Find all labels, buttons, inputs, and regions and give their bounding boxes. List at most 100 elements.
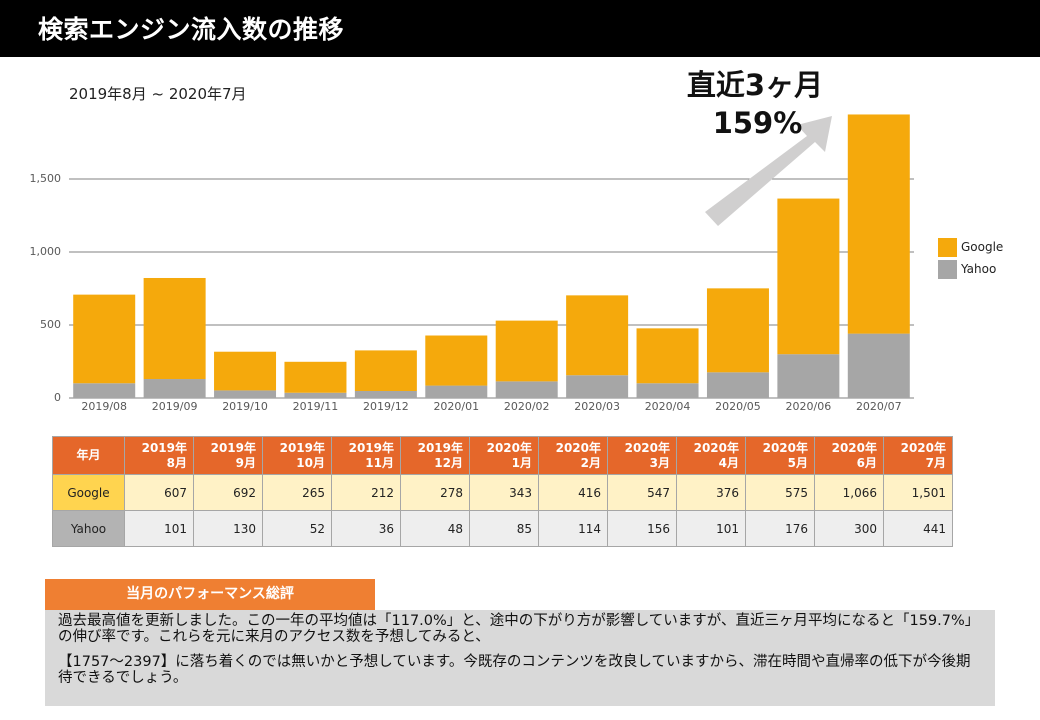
x-tick-label: 2020/05 [715, 400, 761, 413]
x-tick-label: 2019/09 [152, 400, 198, 413]
bar-yahoo [284, 392, 347, 398]
column-year: 2020年 [693, 440, 739, 455]
table-cell: 48 [400, 510, 470, 547]
legend-label-yahoo: Yahoo [961, 262, 997, 276]
review-body: 過去最高値を更新しました。この一年の平均値は「117.0%」と、途中の下がり方が… [45, 610, 995, 706]
data-table: 年月 2019年 8月 2019年 9月 2019年 10月 2019年 11月 2019年 12… [52, 436, 953, 547]
table-column-header: 2019年 11月 [331, 436, 401, 475]
table-column-header: 2020年 5月 [745, 436, 815, 475]
column-year: 2020年 [624, 440, 670, 455]
table-cell: 416 [538, 474, 608, 511]
bar-yahoo [706, 372, 769, 398]
bar-google [777, 198, 840, 355]
column-month: 5月 [787, 455, 808, 470]
table-corner-header: 年月 [52, 436, 125, 475]
column-month: 11月 [365, 455, 394, 470]
table-cell: 176 [745, 510, 815, 547]
review-title: 当月のパフォーマンス総評 [45, 579, 375, 610]
y-tick-label: 500 [40, 318, 61, 331]
table-cell: 300 [814, 510, 884, 547]
review-paragraph-1: 過去最高値を更新しました。この一年の平均値は「117.0%」と、途中の下がり方が… [58, 613, 980, 645]
table-cell: 278 [400, 474, 470, 511]
x-tick-label: 2019/10 [222, 400, 268, 413]
bar-google [425, 335, 488, 386]
x-tick-label: 2019/12 [363, 400, 409, 413]
bar-yahoo [425, 385, 488, 398]
column-year: 2019年 [279, 440, 325, 455]
bar-yahoo [495, 381, 558, 398]
bar-google [706, 288, 769, 373]
table-cell: 101 [676, 510, 746, 547]
bar-yahoo [143, 379, 206, 398]
table-column-header: 2019年 9月 [193, 436, 263, 475]
column-month: 1月 [511, 455, 532, 470]
bar-yahoo [214, 390, 277, 398]
table-cell: 607 [124, 474, 194, 511]
table-cell: 114 [538, 510, 608, 547]
x-tick-label: 2020/06 [786, 400, 832, 413]
column-month: 4月 [718, 455, 739, 470]
table-header-row: 年月 2019年 8月 2019年 9月 2019年 10月 2019年 11月 2019年 12… [52, 436, 953, 475]
table-cell: 130 [193, 510, 263, 547]
table-column-header: 2019年 8月 [124, 436, 194, 475]
x-tick-label: 2019/08 [81, 400, 127, 413]
bar-google [636, 328, 699, 384]
x-tick-label: 2020/01 [433, 400, 479, 413]
callout-label: 直近3ヶ月 [686, 68, 824, 102]
legend-swatch-yahoo [938, 259, 957, 279]
column-year: 2020年 [762, 440, 808, 455]
x-tick-label: 2020/07 [856, 400, 902, 413]
table-cell: 1,066 [814, 474, 884, 511]
bar-google [214, 351, 277, 391]
page-title: 検索エンジン流入数の推移 [38, 15, 345, 44]
x-tick-label: 2020/02 [504, 400, 550, 413]
header-bar: 検索エンジン流入数の推移 [0, 0, 1040, 57]
table-column-header: 2019年 10月 [262, 436, 332, 475]
column-month: 7月 [925, 455, 946, 470]
table-cell: 692 [193, 474, 263, 511]
table-column-header: 2020年 1月 [469, 436, 539, 475]
legend-item-google: Google [938, 236, 1003, 258]
bar-yahoo [566, 375, 629, 398]
table-column-header: 2020年 2月 [538, 436, 608, 475]
column-year: 2020年 [555, 440, 601, 455]
up-right-arrow-icon [705, 116, 832, 226]
x-tick-label: 2020/04 [645, 400, 691, 413]
bar-google [354, 350, 417, 391]
bar-google [566, 295, 629, 376]
table-column-header: 2019年 12月 [400, 436, 470, 475]
column-month: 10月 [296, 455, 325, 470]
period-label: 2019年8月 ~ 2020年7月 [69, 85, 247, 103]
y-tick-label: 0 [54, 391, 61, 404]
bar-yahoo [636, 383, 699, 398]
column-year: 2019年 [417, 440, 463, 455]
table-row-yahoo: Yahoo 101 130 52 36 48 85 114 156 101 176 300 441 [52, 510, 953, 547]
review-paragraph-2: 【1757～2397】に落ち着くのでは無いかと予想しています。今既存のコンテンツ… [58, 654, 971, 686]
table-cell: 156 [607, 510, 677, 547]
column-month: 9月 [235, 455, 256, 470]
table-cell: 575 [745, 474, 815, 511]
column-month: 2月 [580, 455, 601, 470]
row-header-google: Google [52, 474, 125, 511]
bar-google [284, 361, 347, 393]
callout-value: 159% [712, 106, 803, 140]
chart-legend: Google Yahoo [938, 236, 1003, 280]
legend-item-yahoo: Yahoo [938, 258, 1003, 280]
x-tick-label: 2019/11 [293, 400, 339, 413]
y-tick-label: 1,000 [30, 245, 62, 258]
table-column-header: 2020年 6月 [814, 436, 884, 475]
bar-google [495, 320, 558, 382]
table-column-header: 2020年 4月 [676, 436, 746, 475]
legend-label-google: Google [961, 240, 1004, 254]
growth-callout: 直近3ヶ月 159% [660, 66, 850, 142]
table-column-header: 2020年 7月 [883, 436, 953, 475]
table-column-header: 2020年 3月 [607, 436, 677, 475]
column-month: 12月 [434, 455, 463, 470]
column-year: 2020年 [486, 440, 532, 455]
bar-yahoo [73, 383, 136, 398]
column-month: 8月 [166, 455, 187, 470]
column-month: 3月 [649, 455, 670, 470]
table-cell: 52 [262, 510, 332, 547]
table-cell: 36 [331, 510, 401, 547]
table-cell: 101 [124, 510, 194, 547]
